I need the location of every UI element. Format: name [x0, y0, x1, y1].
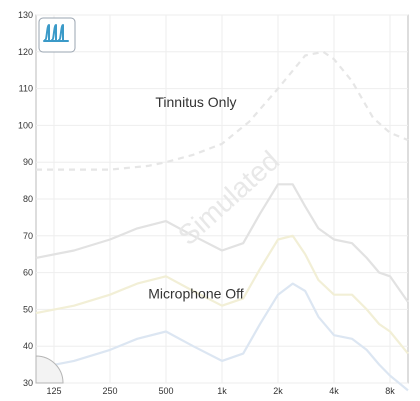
series-line-2: [35, 183, 409, 303]
y-tick-label: 90: [23, 157, 33, 167]
y-tick-label: 100: [18, 120, 33, 130]
series-line-1: [36, 50, 409, 171]
grid-lines: [36, 14, 408, 384]
corner-quarter-circle-icon[interactable]: [35, 355, 64, 384]
y-tick-label: 50: [23, 304, 33, 314]
y-tick-label: 40: [23, 341, 33, 351]
y-tick-label: 120: [18, 47, 33, 57]
y-tick-label: 110: [19, 84, 33, 94]
y-tick-label: 80: [23, 194, 33, 204]
y-tick-label: 70: [23, 231, 33, 241]
x-tick-label: 500: [158, 386, 173, 396]
y-tick-label: 60: [23, 268, 33, 278]
series-line-3: [35, 234, 409, 355]
x-tick-label: 125: [47, 386, 62, 396]
y-tick-label: 130: [18, 10, 33, 20]
annotation-label: Tinnitus Only: [155, 94, 236, 110]
y-tick-label: 30: [23, 378, 33, 388]
x-tick-label: 1k: [217, 386, 227, 396]
tinnitus-wave-icon: [43, 24, 69, 42]
annotation-label: Microphone Off: [148, 285, 244, 301]
series-layer: [35, 50, 409, 392]
annotations: Tinnitus Only Microphone Off: [148, 94, 244, 301]
y-axis-ticks: 30 40 50 60 70 80 90 100 110 120 130: [18, 10, 33, 388]
series-line-4: [35, 282, 409, 392]
x-axis-ticks: 125 250 500 1k 2k 4k 8k: [47, 386, 396, 396]
tinnitus-badge[interactable]: [38, 17, 76, 53]
x-tick-label: 2k: [273, 386, 283, 396]
x-tick-label: 250: [103, 386, 118, 396]
x-tick-label: 8k: [385, 386, 395, 396]
x-tick-label: 4k: [329, 386, 339, 396]
